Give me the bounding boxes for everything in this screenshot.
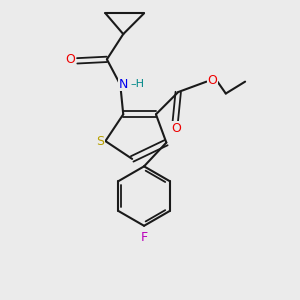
Text: O: O — [66, 53, 76, 66]
Text: N: N — [118, 77, 128, 91]
Text: S: S — [96, 135, 104, 148]
Text: O: O — [171, 122, 181, 135]
Text: F: F — [140, 231, 148, 244]
Text: –H: –H — [130, 79, 145, 89]
Text: O: O — [208, 74, 218, 87]
